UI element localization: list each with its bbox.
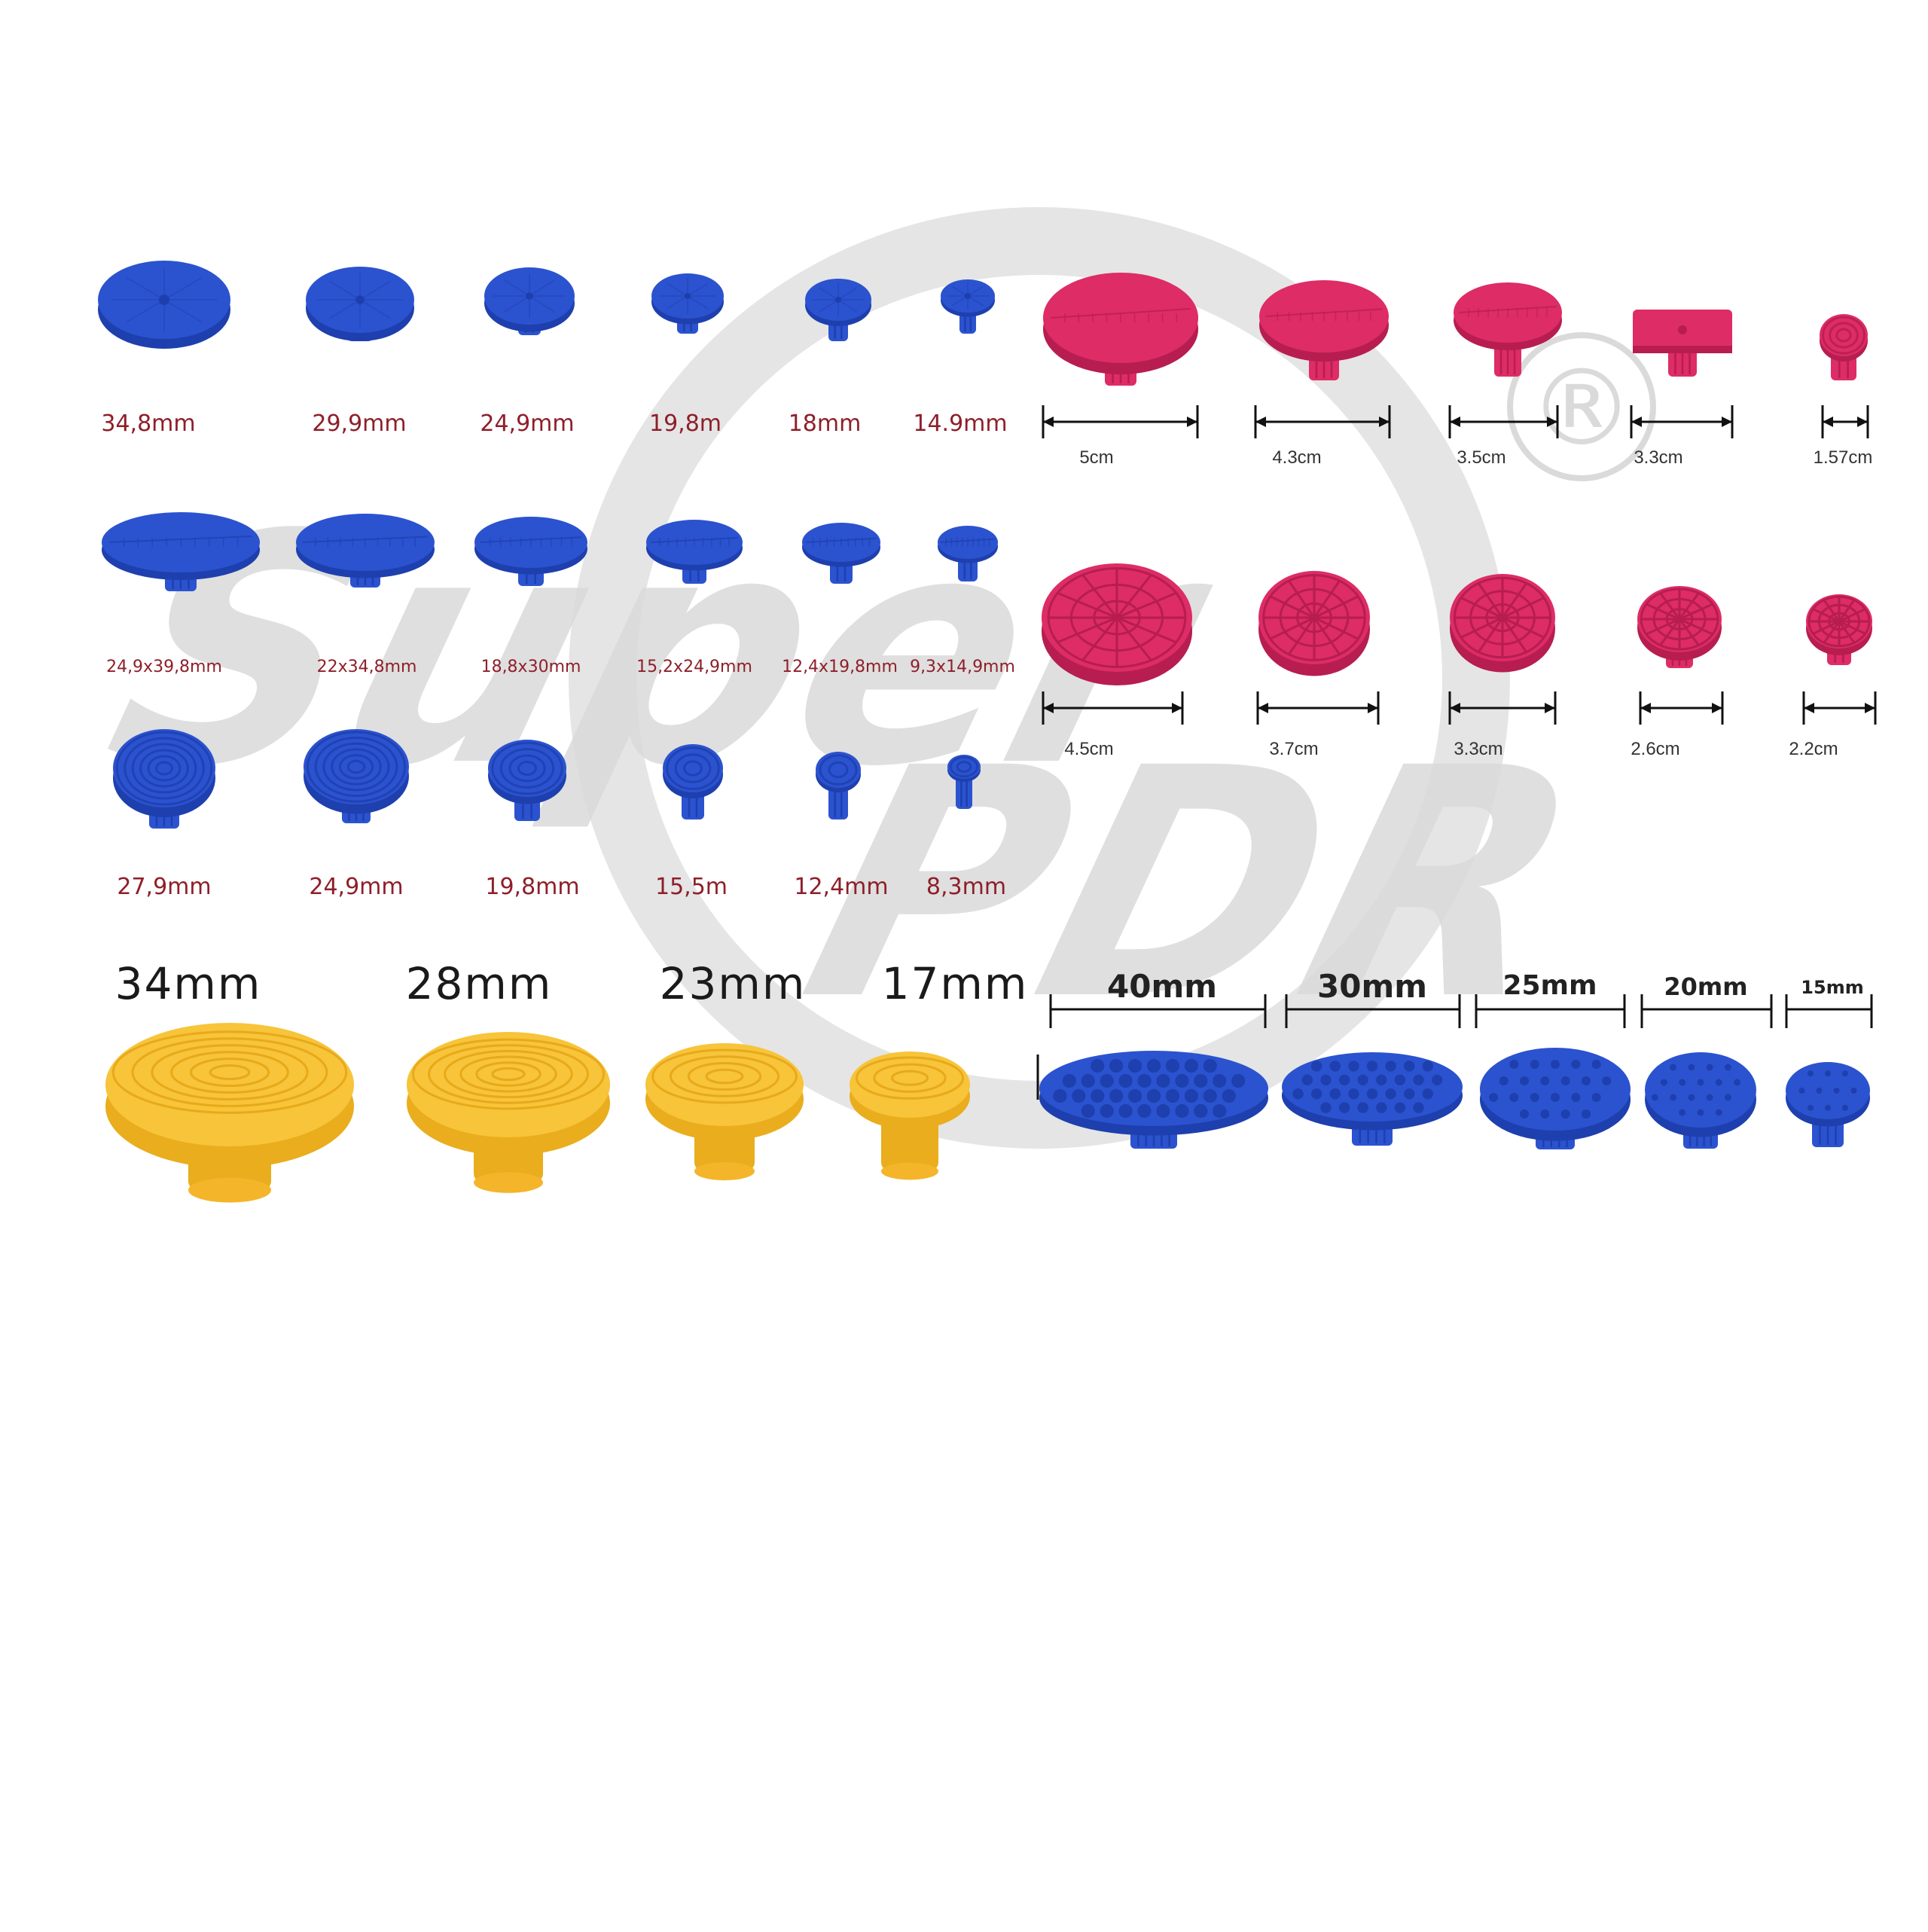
label-blue-flat-5: 18mm xyxy=(788,411,862,437)
blue-oval-tab-4 xyxy=(646,520,743,584)
blue-dimpled-tab-1 xyxy=(1039,1051,1268,1149)
label-pink-round-3: 3.3cm xyxy=(1454,739,1503,759)
blue-oval-tab-3 xyxy=(474,517,587,586)
blue-dimpled-tab-2 xyxy=(1282,1052,1463,1146)
label-pink-round-2: 3.7cm xyxy=(1269,739,1319,759)
bracket-blue-dimpled-3 xyxy=(1475,994,1626,1028)
label-blue-dimpled-3: 25mm xyxy=(1502,970,1597,1001)
label-yellow-3: 23mm xyxy=(659,958,807,1009)
blue-flat-tab-6 xyxy=(941,279,995,334)
registered-mark-text: ® xyxy=(1529,347,1634,470)
yellow-tab-3 xyxy=(645,1043,804,1180)
blue-dimpled-tab-3 xyxy=(1480,1048,1631,1149)
blue-oval-tab-6 xyxy=(938,526,998,581)
pink-oval-tab-2 xyxy=(1259,280,1389,380)
label-blue-ringed-4: 15,5m xyxy=(654,874,728,900)
blue-flat-tab-3 xyxy=(484,267,575,335)
label-yellow-4: 17mm xyxy=(881,958,1029,1009)
arrow-pink-round-2 xyxy=(1256,691,1380,725)
pink-grid-tab-4 xyxy=(1637,586,1722,668)
arrow-pink-round-4 xyxy=(1639,691,1724,725)
pink-oval-tab-1 xyxy=(1043,273,1198,386)
blue-dimpled-tab-4 xyxy=(1645,1052,1756,1149)
blue-flat-tab-2 xyxy=(306,267,414,341)
blue-ringed-tab-6 xyxy=(947,755,981,809)
blue-ringed-tab-4 xyxy=(663,744,723,819)
yellow-tab-2 xyxy=(407,1032,610,1193)
blue-oval-tab-1 xyxy=(102,512,260,591)
bracket-blue-dimpled-1 xyxy=(1049,994,1267,1028)
arrow-pink-top-1 xyxy=(1042,405,1199,438)
label-blue-ringed-2: 24,9mm xyxy=(309,874,404,900)
arrow-pink-top-5 xyxy=(1821,405,1869,438)
blue-ringed-tab-2 xyxy=(304,729,409,823)
watermark-swirl-icon xyxy=(569,207,1510,1149)
pink-grid-tab-5 xyxy=(1806,594,1872,665)
label-blue-flat-3: 24,9mm xyxy=(480,411,575,437)
registered-mark-icon xyxy=(1507,332,1656,481)
label-blue-oval-5: 12,4x19,8mm xyxy=(782,658,898,676)
pink-rect-tab-4 xyxy=(1633,310,1732,377)
label-blue-oval-2: 22x34,8mm xyxy=(316,658,417,676)
label-blue-ringed-3: 19,8mm xyxy=(485,874,580,900)
bracket-blue-dimpled-5 xyxy=(1785,994,1873,1028)
arrow-pink-round-5 xyxy=(1802,691,1877,725)
blue-ringed-tab-5 xyxy=(816,752,861,819)
label-pink-top-2: 4.3cm xyxy=(1272,447,1322,468)
dimension-arrows xyxy=(1036,405,1877,1100)
label-blue-oval-1: 24,9x39,8mm xyxy=(106,658,222,676)
label-yellow-2: 28mm xyxy=(405,958,553,1009)
arrow-pink-round-1 xyxy=(1042,691,1184,725)
blue-flat-tab-4 xyxy=(651,273,724,334)
label-blue-dimpled-2: 30mm xyxy=(1317,968,1427,1005)
blue-flat-tab-1 xyxy=(98,261,230,349)
label-pink-round-1: 4.5cm xyxy=(1064,739,1114,759)
blue-flat-tab-5 xyxy=(805,279,871,341)
blue-oval-tab-5 xyxy=(802,523,880,584)
blue-dimpled-tab-5 xyxy=(1786,1062,1870,1147)
yellow-tab-4 xyxy=(850,1051,970,1180)
pink-oval-tab-3 xyxy=(1454,282,1562,377)
pink-grid-tab-1 xyxy=(1042,563,1192,685)
label-pink-round-5: 2.2cm xyxy=(1789,739,1838,759)
label-pink-round-4: 2.6cm xyxy=(1631,739,1680,759)
label-blue-dimpled-5: 15mm xyxy=(1801,977,1864,998)
label-pink-top-4: 3.3cm xyxy=(1634,447,1683,468)
blue-oval-tab-2 xyxy=(296,514,435,588)
label-blue-flat-4: 19,8m xyxy=(648,411,722,437)
label-blue-flat-2: 29,9mm xyxy=(312,411,407,437)
label-blue-oval-4: 15,2x24,9mm xyxy=(636,658,752,676)
blue-ringed-tab-3 xyxy=(488,740,566,821)
label-blue-ringed-5: 12,4mm xyxy=(794,874,889,900)
yellow-tab-1 xyxy=(105,1023,354,1203)
label-blue-dimpled-4: 20mm xyxy=(1664,972,1748,1001)
label-pink-top-5: 1.57cm xyxy=(1813,447,1873,468)
blue-ringed-tab-1 xyxy=(113,729,215,829)
label-blue-oval-3: 18,8x30mm xyxy=(480,658,581,676)
arrow-pink-top-2 xyxy=(1254,405,1391,438)
label-blue-oval-6: 9,3x14,9mm xyxy=(910,658,1015,676)
label-blue-dimpled-1: 40mm xyxy=(1107,968,1217,1005)
arrow-pink-round-3 xyxy=(1448,691,1557,725)
arrow-pink-top-3 xyxy=(1448,405,1559,438)
glue-tabs xyxy=(98,261,1872,1203)
bracket-blue-dimpled-2 xyxy=(1285,994,1461,1028)
pink-grid-tab-2 xyxy=(1258,571,1370,676)
label-blue-ringed-6: 8,3mm xyxy=(926,874,1007,900)
label-blue-flat-6: 14.9mm xyxy=(913,411,1008,437)
pink-grid-tab-3 xyxy=(1450,574,1555,673)
label-blue-flat-1: 34,8mm xyxy=(101,411,196,437)
label-blue-ringed-1: 27,9mm xyxy=(117,874,212,900)
bracket-blue-dimpled-4 xyxy=(1640,994,1773,1028)
watermark-brand-line2: PDR xyxy=(776,700,1612,1069)
label-yellow-1: 34mm xyxy=(114,958,262,1009)
pink-round-tab-5 xyxy=(1820,314,1868,380)
label-pink-top-1: 5cm xyxy=(1079,447,1114,468)
label-pink-top-3: 3.5cm xyxy=(1457,447,1506,468)
arrow-pink-top-4 xyxy=(1630,405,1734,438)
